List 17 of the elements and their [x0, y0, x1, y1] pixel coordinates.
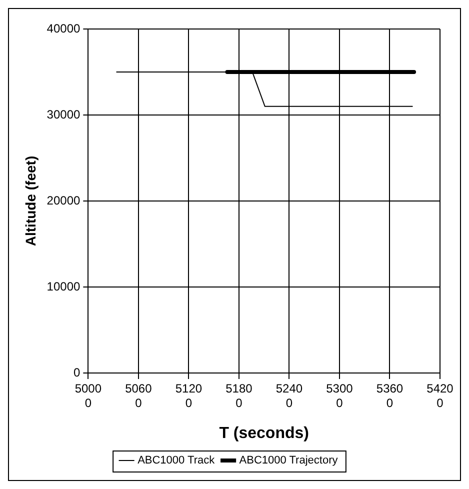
legend-label: ABC1000 Track [138, 454, 216, 467]
y-tick-label: 20000 [46, 193, 80, 208]
y-tick-label: 30000 [46, 107, 80, 122]
x-tick-label: 5300 0 [326, 382, 354, 410]
x-tick-label: 5360 0 [376, 382, 404, 410]
x-tick-label: 5120 0 [175, 382, 202, 410]
y-tick-label: 10000 [46, 279, 80, 294]
x-tick-label: 5000 0 [74, 382, 102, 410]
x-axis-title: T (seconds) [219, 424, 309, 442]
y-tick-label: 0 [73, 365, 80, 380]
legend-label: ABC1000 Trajectory [239, 454, 338, 467]
x-tick-label: 5060 0 [125, 382, 152, 410]
x-tick-label: 5180 0 [226, 382, 253, 410]
x-tick-label: 5420 0 [426, 382, 454, 410]
y-tick-label: 40000 [46, 21, 80, 36]
y-axis-title: Altitude (feet) [22, 156, 38, 246]
x-tick-label: 5240 0 [276, 382, 303, 410]
